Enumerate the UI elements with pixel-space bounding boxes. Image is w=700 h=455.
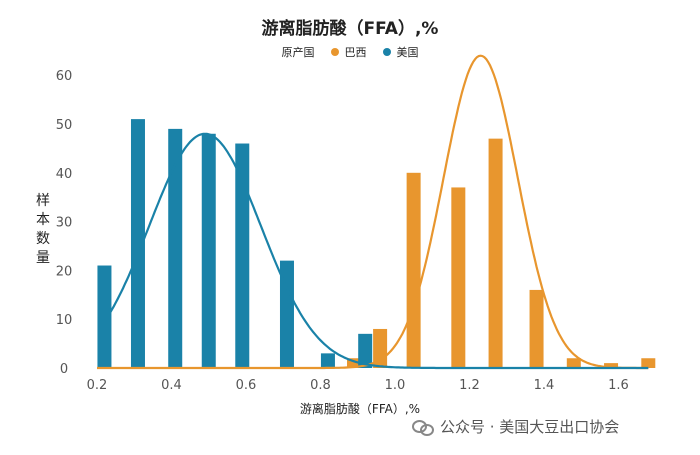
- legend-item-usa: 美国: [382, 44, 419, 60]
- bar-usa: [97, 265, 112, 368]
- bar-usa: [168, 128, 183, 368]
- y-tick-label: 30: [56, 216, 73, 231]
- x-tick-label: 1.2: [459, 378, 480, 393]
- y-tick-label: 20: [56, 264, 73, 279]
- x-tick-label: 0.8: [310, 378, 331, 393]
- curve-usa: [103, 132, 649, 370]
- y-tick-label: 60: [56, 69, 73, 84]
- bar-brazil: [641, 358, 656, 368]
- bar-usa: [279, 260, 294, 368]
- y-tick-label: 0: [60, 362, 68, 377]
- bar-usa: [320, 353, 335, 368]
- y-axis-label-char: 样: [36, 193, 50, 209]
- y-axis-label-char: 数: [36, 231, 50, 247]
- bar-usa: [201, 133, 216, 368]
- y-axis-label-char: 量: [36, 250, 50, 266]
- bar-brazil: [488, 138, 503, 368]
- x-tick-label: 0.4: [161, 378, 182, 393]
- legend: 原产国 巴西 美国: [0, 44, 700, 60]
- x-tick-label: 1.6: [608, 378, 629, 393]
- bar-brazil: [406, 172, 421, 368]
- wechat-icon: [412, 418, 434, 436]
- y-axis-label: 样本数量: [34, 192, 52, 268]
- chart-title: 游离脂肪酸（FFA）,%: [261, 19, 439, 39]
- bar-brazil: [529, 289, 544, 368]
- legend-marker-usa: [382, 48, 391, 56]
- y-tick-label: 50: [56, 118, 73, 133]
- bar-usa: [130, 119, 145, 369]
- x-tick-label: 0.2: [87, 378, 108, 393]
- bar-usa: [235, 143, 250, 368]
- x-tick-label: 0.6: [236, 378, 257, 393]
- curve-brazil: [97, 54, 649, 370]
- legend-label-usa: 美国: [396, 46, 419, 59]
- watermark-text: 公众号 · 美国大豆出口协会: [440, 418, 620, 436]
- legend-item-brazil: 巴西: [330, 44, 367, 60]
- bar-brazil: [604, 363, 619, 368]
- bar-brazil: [451, 187, 466, 368]
- legend-title: 原产国: [281, 46, 315, 59]
- legend-marker-brazil: [330, 48, 339, 56]
- bar-usa: [358, 333, 373, 368]
- bar-brazil: [347, 358, 362, 368]
- y-tick-label: 10: [56, 313, 73, 328]
- x-axis-label: 游离脂肪酸（FFA）,%: [299, 402, 421, 416]
- x-tick-label: 1.0: [385, 378, 406, 393]
- y-axis-label-char: 本: [36, 212, 50, 228]
- legend-label-brazil: 巴西: [344, 46, 367, 59]
- y-tick-label: 40: [56, 167, 73, 182]
- watermark: 公众号 · 美国大豆出口协会: [412, 416, 619, 437]
- x-tick-label: 1.4: [534, 378, 555, 393]
- bar-brazil: [566, 358, 581, 368]
